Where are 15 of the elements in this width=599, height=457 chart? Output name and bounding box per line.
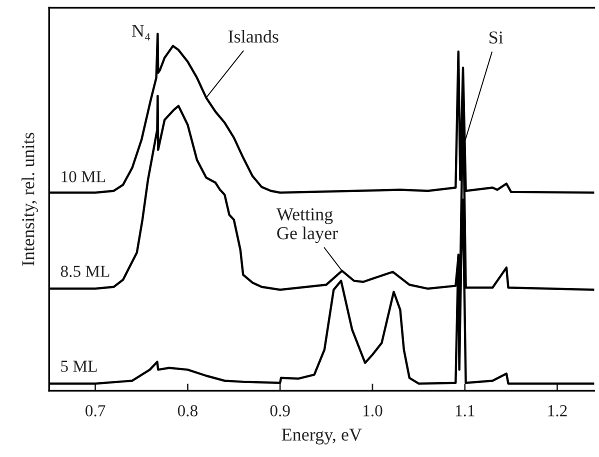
series-label: 5 ML <box>61 360 97 372</box>
series-label: 10 ML <box>62 171 106 182</box>
x-tick-label: 1.1 <box>456 405 474 416</box>
annotation: N₄ <box>132 24 150 40</box>
y-axis-title: Intensity, rel. units <box>22 132 38 266</box>
annotation: Si <box>490 31 504 44</box>
x-tick-label: 1.0 <box>364 405 382 416</box>
annotation: Wetting Ge layer <box>276 208 338 244</box>
x-tick-label: 0.7 <box>86 405 106 416</box>
x-tick-label: 0.9 <box>270 405 290 416</box>
series-label: 8.5 ML <box>60 266 110 278</box>
annotation: Islands <box>228 30 278 43</box>
x-tick-label: 1.2 <box>548 405 567 416</box>
x-axis-title: Energy, eV <box>282 428 362 444</box>
x-tick-label: 0.8 <box>178 405 198 416</box>
